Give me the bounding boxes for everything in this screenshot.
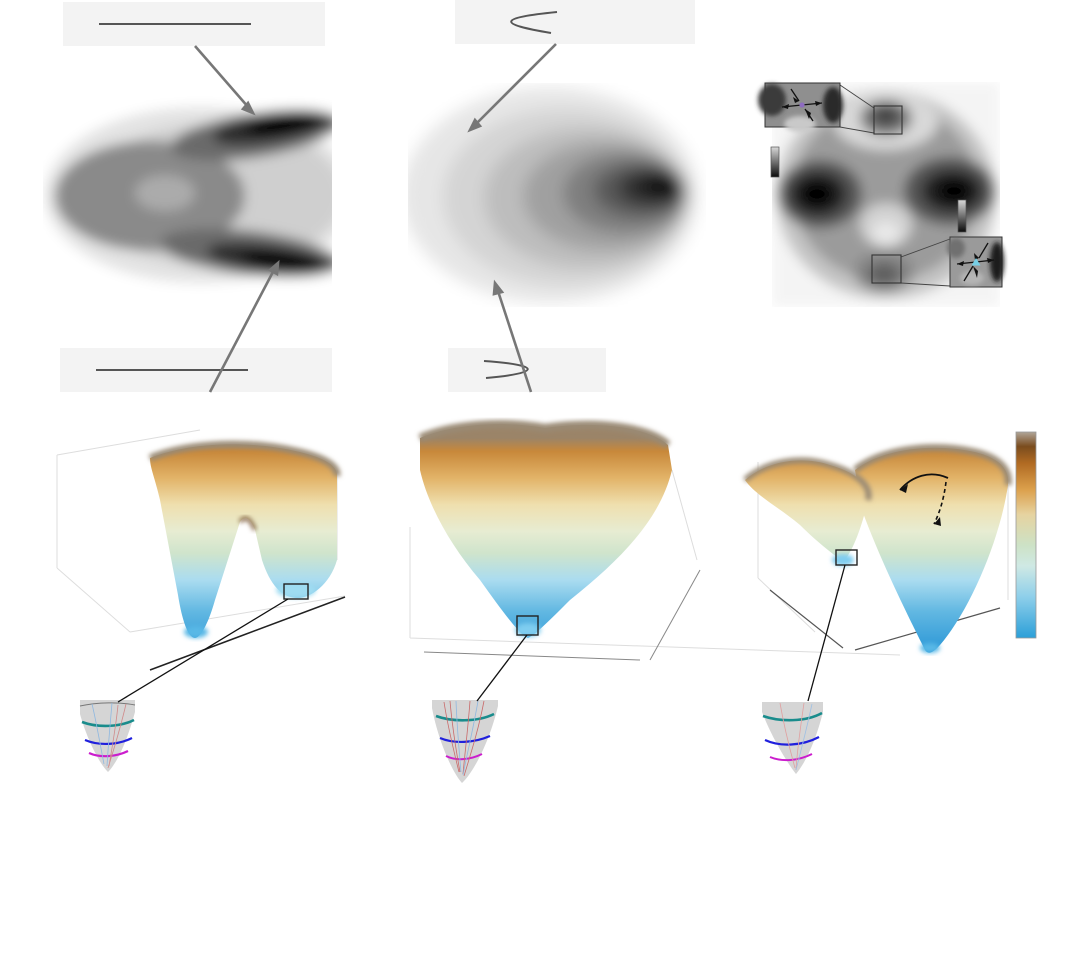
surface-3d-f: [742, 431, 1037, 653]
callout-z-saddle-2: [448, 348, 606, 392]
stable-state-line-glyph: [99, 23, 251, 25]
saddle-curve-glyph: [483, 360, 529, 379]
surface-3d-d: [56, 429, 346, 671]
inset-saddle1-zoom: [758, 82, 903, 178]
inset-funnel-h: [432, 700, 498, 783]
inset-saddle2-zoom: [871, 199, 1004, 288]
callout-z-stable-1: [63, 2, 325, 46]
callout-arrows: [194, 43, 557, 393]
contour-field-a: [43, 86, 332, 305]
inset-funnel-i: [762, 702, 823, 774]
callout-z-saddle-1: [455, 0, 695, 44]
inset-funnel-g: [79, 700, 136, 772]
saddle-curve-glyph: [510, 11, 558, 34]
callout-z-stable-2: [60, 348, 332, 392]
surface-3d-e: [409, 420, 901, 661]
contour-field-b: [408, 83, 706, 307]
zoom-connector-lines: [117, 564, 846, 703]
